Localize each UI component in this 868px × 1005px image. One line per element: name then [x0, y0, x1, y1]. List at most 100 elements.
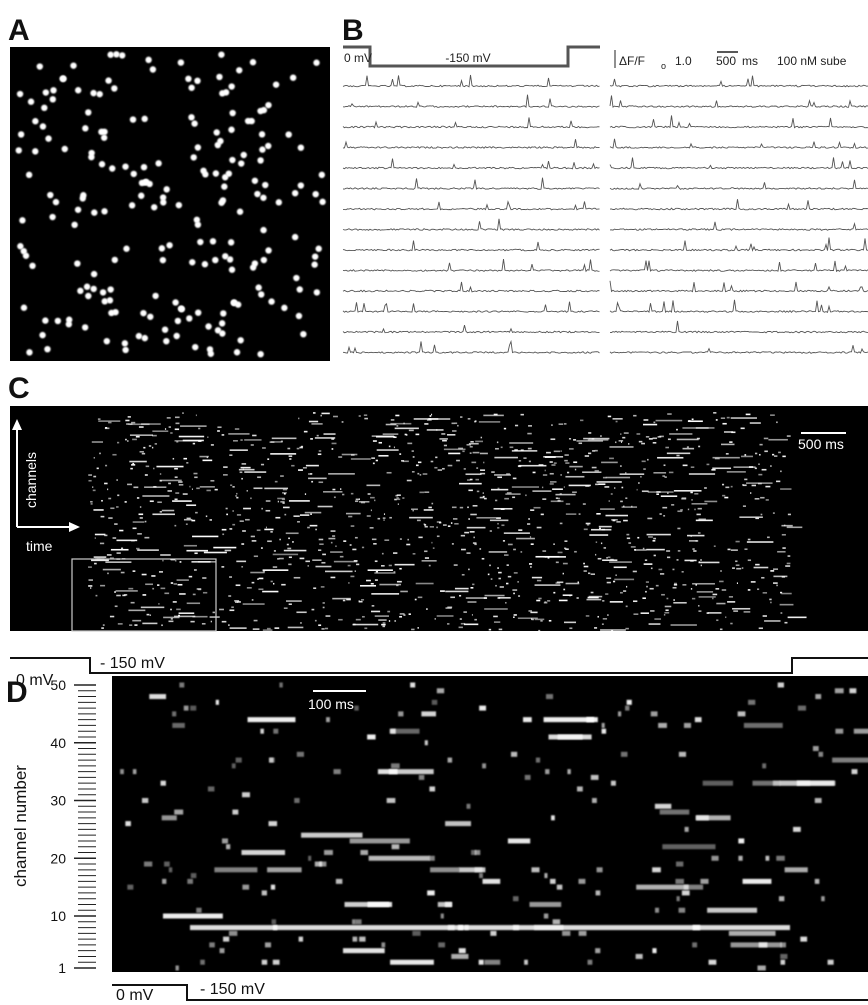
- event: [683, 465, 688, 467]
- event: [175, 492, 179, 494]
- event: [586, 523, 591, 525]
- event: [655, 804, 671, 809]
- spot: [105, 77, 111, 83]
- event: [232, 763, 236, 768]
- event: [193, 443, 195, 445]
- event: [372, 435, 394, 437]
- event: [425, 740, 428, 745]
- event: [716, 419, 718, 421]
- event: [569, 438, 571, 440]
- event: [448, 525, 451, 527]
- event: [475, 479, 479, 481]
- event: [722, 484, 724, 486]
- event: [289, 455, 293, 457]
- event: [236, 561, 246, 563]
- event: [798, 706, 806, 711]
- spot: [160, 199, 166, 205]
- event: [780, 612, 782, 614]
- event: [698, 562, 719, 564]
- event: [780, 471, 781, 473]
- event: [320, 415, 322, 417]
- spot: [229, 267, 235, 273]
- event: [776, 585, 778, 587]
- event: [142, 453, 145, 455]
- event: [305, 512, 322, 514]
- spot: [202, 261, 208, 267]
- event: [235, 495, 236, 497]
- event: [222, 838, 228, 843]
- event: [428, 507, 431, 509]
- event: [266, 527, 267, 529]
- event: [179, 484, 184, 486]
- spot: [195, 221, 201, 227]
- event: [626, 534, 629, 536]
- event: [142, 623, 157, 625]
- event: [437, 527, 438, 529]
- spot: [136, 333, 142, 339]
- event: [387, 472, 392, 474]
- event: [263, 569, 289, 571]
- event: [671, 504, 674, 506]
- event: [659, 513, 661, 515]
- y-tick-label: 50: [50, 677, 66, 693]
- event: [815, 694, 821, 699]
- event: [467, 804, 471, 809]
- event: [242, 885, 249, 890]
- spot: [238, 160, 244, 166]
- event: [494, 621, 500, 623]
- event: [131, 602, 135, 604]
- event: [773, 576, 787, 578]
- spot: [151, 204, 157, 210]
- scale-bar-label: 500 ms: [798, 436, 844, 452]
- event: [319, 539, 324, 541]
- event: [161, 624, 163, 626]
- event: [226, 514, 228, 516]
- event: [573, 461, 577, 463]
- event: [576, 440, 603, 442]
- event: [108, 498, 111, 500]
- event: [684, 723, 691, 728]
- event: [602, 729, 607, 734]
- event: [594, 627, 597, 629]
- event: [418, 537, 422, 539]
- event: [722, 589, 726, 591]
- event: [525, 494, 526, 496]
- event: [275, 517, 280, 519]
- event: [542, 487, 543, 489]
- event: [620, 465, 622, 467]
- event: [774, 455, 777, 457]
- event: [297, 521, 300, 523]
- event: [559, 423, 564, 425]
- spot: [101, 135, 107, 141]
- event: [770, 602, 771, 604]
- event: [310, 525, 318, 527]
- event: [211, 621, 212, 623]
- event: [537, 527, 542, 529]
- event: [560, 474, 561, 476]
- y-tick-label: 10: [50, 908, 66, 924]
- event: [94, 563, 97, 565]
- event: [223, 474, 228, 476]
- event: [773, 568, 778, 570]
- event: [747, 541, 774, 543]
- event: [348, 565, 351, 567]
- event: [675, 879, 684, 884]
- event: [125, 439, 127, 441]
- event: [739, 516, 763, 518]
- spot: [155, 160, 161, 166]
- event: [557, 885, 563, 890]
- spot: [90, 286, 96, 292]
- event: [152, 435, 157, 437]
- event: [172, 711, 176, 716]
- event: [390, 960, 434, 965]
- event: [391, 729, 420, 734]
- event: [780, 592, 782, 594]
- scale-bar-label: 100 ms: [308, 696, 354, 712]
- event: [229, 454, 232, 456]
- event: [397, 498, 400, 500]
- event: [319, 862, 326, 867]
- event: [242, 530, 246, 532]
- spot: [111, 85, 117, 91]
- event: [146, 466, 149, 468]
- event: [422, 560, 437, 562]
